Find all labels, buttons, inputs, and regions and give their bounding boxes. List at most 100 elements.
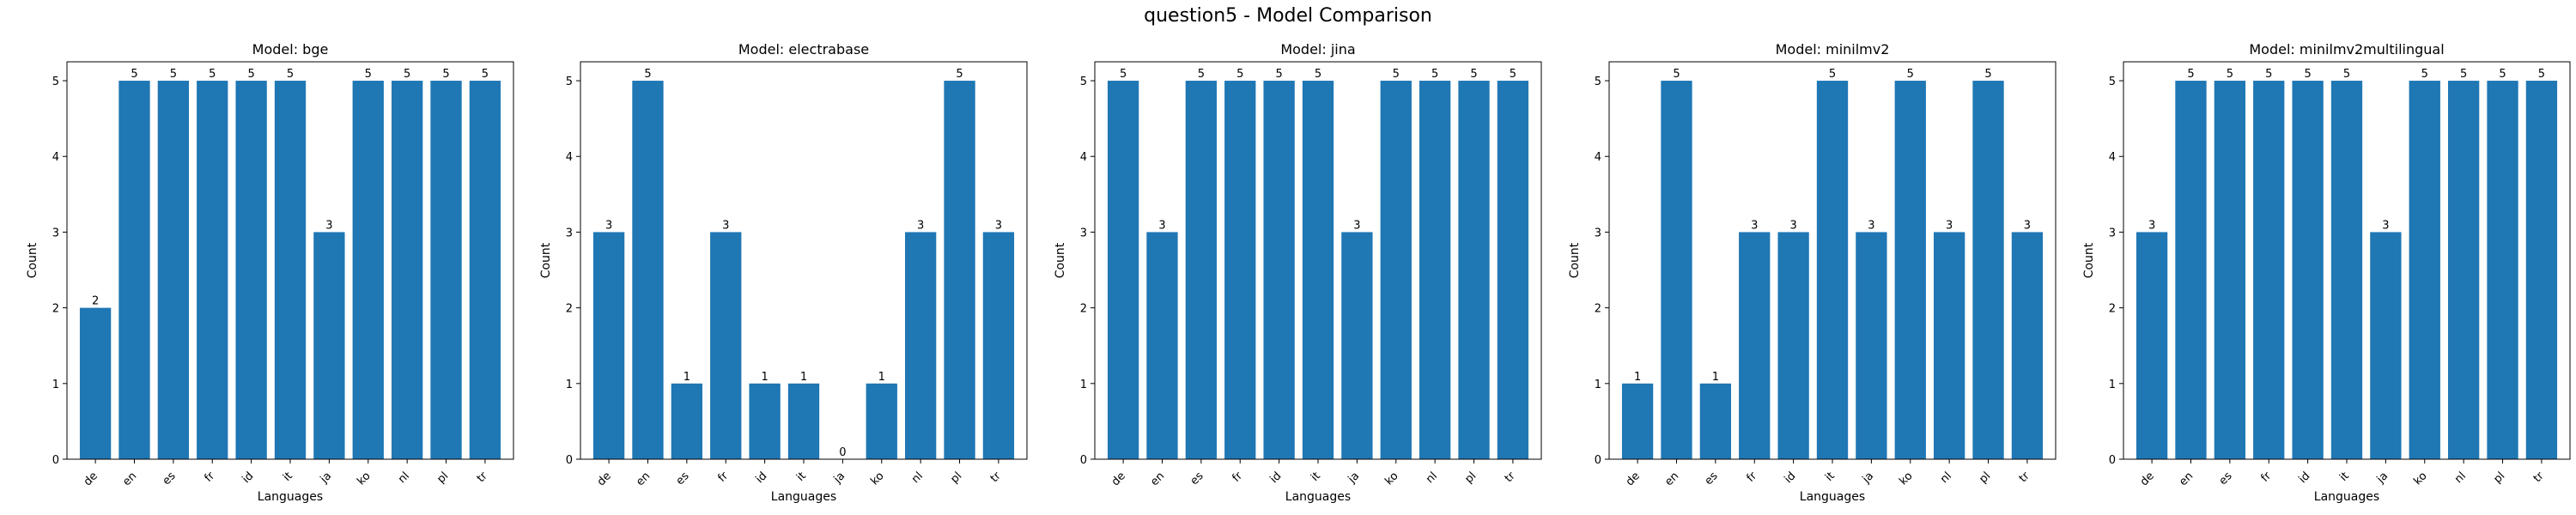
x-tick-label: en	[2177, 470, 2196, 488]
x-tick-label: tr	[2017, 470, 2032, 485]
y-tick-label: 4	[2109, 151, 2116, 164]
bar-fr	[1739, 232, 1771, 459]
subplot-title: Model: electrabase	[738, 41, 869, 58]
bar-fr	[710, 232, 742, 459]
x-tick-label: ko	[1897, 470, 1915, 488]
x-tick-label: ko	[2411, 470, 2429, 488]
bar-value-label: 5	[247, 68, 254, 81]
bar-ko	[866, 383, 897, 459]
bar-pl	[1972, 81, 2004, 460]
x-tick-label: fr	[2258, 470, 2274, 485]
bar-value-label: 1	[878, 371, 885, 384]
y-tick-label: 3	[52, 227, 59, 239]
x-tick-label: en	[120, 470, 139, 488]
subplot-4: 1 de 5 en 1 es 3 fr 3 id 5 it 3 ja 5 ko 3 nl 5 pl 3 tr 0 1 2 3 4 5 M…	[1568, 41, 2057, 504]
x-tick-label: pl	[948, 470, 964, 486]
bar-value-label: 5	[365, 68, 372, 81]
x-tick-label: es	[1188, 470, 1206, 488]
bar-value-label: 3	[325, 219, 332, 232]
bar-value-label: 3	[605, 219, 612, 232]
subplot-title: Model: minilmv2	[1776, 41, 1890, 58]
x-tick-label: fr	[1230, 470, 1245, 485]
y-tick-label: 0	[1080, 454, 1087, 467]
x-tick-label: nl	[1424, 470, 1440, 486]
bar-value-label: 5	[1984, 68, 1991, 81]
bar-value-label: 5	[1829, 68, 1836, 81]
y-axis-label: Count	[1054, 242, 1067, 278]
axes-frame	[580, 61, 1028, 460]
y-tick-label: 3	[1080, 227, 1087, 239]
y-tick-label: 5	[1080, 76, 1087, 88]
bar-pl	[944, 81, 975, 460]
bar-value-label: 5	[1236, 68, 1243, 81]
x-tick-label: de	[1624, 470, 1643, 488]
bar-value-label: 5	[2265, 68, 2272, 81]
bar-fr	[197, 81, 228, 460]
y-tick-label: 5	[2109, 76, 2116, 88]
bar-value-label: 5	[1470, 68, 1477, 81]
bar-value-label: 3	[995, 219, 1002, 232]
x-tick-label: ja	[2374, 470, 2391, 487]
y-tick-label: 1	[1080, 379, 1087, 391]
x-tick-label: de	[595, 470, 614, 488]
x-tick-label: es	[1703, 470, 1721, 488]
y-tick-label: 4	[566, 151, 573, 164]
x-tick-label: tr	[988, 470, 1004, 485]
bar-value-label: 5	[1275, 68, 1282, 81]
x-tick-label: id	[2296, 470, 2312, 486]
axes-frame	[1094, 61, 1542, 460]
y-tick-label: 0	[1595, 454, 1601, 467]
bar-value-label: 5	[1120, 68, 1127, 81]
bar-value-label: 5	[209, 68, 216, 81]
bar-value-label: 5	[131, 68, 137, 81]
y-axis-label: Count	[2082, 242, 2096, 278]
bar-nl	[904, 232, 937, 459]
bar-value-label: 5	[2343, 68, 2350, 81]
x-tick-label: ko	[355, 470, 373, 488]
bar-es	[671, 383, 703, 459]
x-axis-label: Languages	[258, 490, 323, 504]
x-tick-label: es	[161, 470, 179, 488]
x-tick-label: id	[1782, 470, 1798, 486]
y-tick-label: 1	[2109, 379, 2116, 391]
bar-value-label: 3	[2148, 219, 2155, 232]
x-tick-label: fr	[1744, 470, 1759, 485]
y-tick-label: 0	[566, 454, 573, 467]
x-tick-label: pl	[2491, 470, 2507, 486]
subplot-2: 3 de 5 en 1 es 3 fr 1 id 1 it 0 ja 1 ko 3 nl 5 pl 3 tr 0 1 2 3 4 5 M…	[539, 41, 1028, 504]
bar-ja	[1856, 232, 1887, 459]
bar-value-label: 5	[1673, 68, 1680, 81]
bar-pl	[430, 81, 462, 460]
x-tick-label: ja	[1346, 470, 1363, 487]
bar-value-label: 3	[1789, 219, 1796, 232]
subplot-title: Model: bge	[252, 41, 329, 58]
y-tick-label: 1	[1595, 379, 1601, 391]
bar-it	[1302, 81, 1334, 460]
bar-fr	[2253, 81, 2285, 460]
x-tick-label: nl	[396, 470, 412, 486]
axes-frame	[2123, 61, 2571, 460]
bar-value-label: 3	[722, 219, 729, 232]
bar-id	[2292, 81, 2324, 460]
y-tick-label: 3	[566, 227, 573, 239]
bar-ko	[2409, 81, 2440, 460]
bar-tr	[469, 81, 501, 460]
bar-value-label: 5	[1907, 68, 1914, 81]
bar-value-label: 5	[2304, 68, 2311, 81]
bar-value-label: 5	[1393, 68, 1400, 81]
bar-value-label: 3	[1946, 219, 1953, 232]
y-tick-label: 3	[2109, 227, 2116, 239]
bar-en	[1661, 81, 1692, 460]
bar-value-label: 1	[683, 371, 690, 384]
x-tick-label: it	[281, 470, 295, 484]
y-tick-label: 2	[52, 303, 59, 316]
x-tick-label: ko	[1382, 470, 1400, 488]
x-axis-label: Languages	[1800, 490, 1865, 504]
bar-it	[787, 383, 820, 459]
x-tick-label: ko	[868, 470, 886, 488]
bar-tr	[982, 232, 1015, 459]
bar-value-label: 3	[2024, 219, 2031, 232]
bar-value-label: 5	[2227, 68, 2233, 81]
